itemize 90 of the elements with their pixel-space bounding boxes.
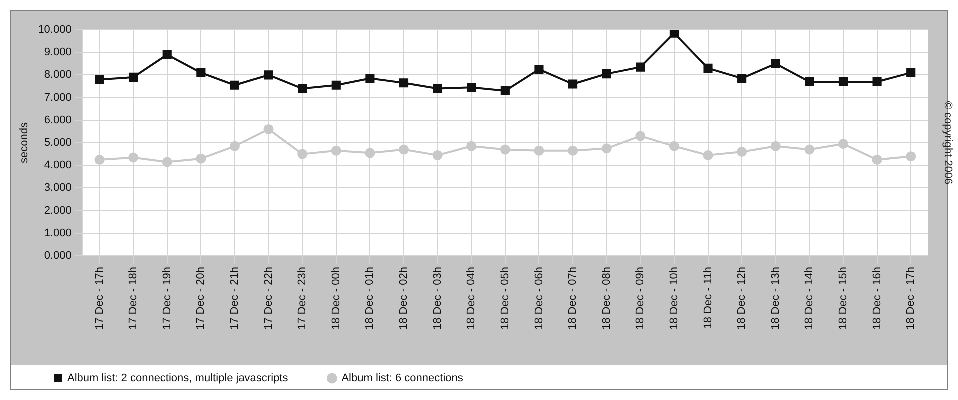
point <box>230 80 240 90</box>
point <box>602 144 612 154</box>
x-tick-label: 17 Dec - 22h <box>262 267 275 330</box>
point <box>771 59 780 68</box>
x-tick-label: 18 Dec - 14h <box>804 267 816 330</box>
point <box>738 74 747 84</box>
x-tick-label: 18 Dec - 09h <box>634 267 647 330</box>
x-tick-label: 18 Dec - 16h <box>871 267 884 330</box>
point <box>399 144 410 155</box>
point <box>636 62 646 72</box>
point <box>805 77 814 87</box>
point <box>838 139 848 150</box>
legend-label: Album list: 6 connections <box>342 372 464 385</box>
x-tick-label: 18 Dec - 01h <box>364 267 376 330</box>
x-tick-label: 17 Dec - 18h <box>128 267 140 330</box>
y-tick-label: 8.000 <box>44 69 72 82</box>
y-tick-label: 1.000 <box>44 227 72 240</box>
x-tick-label: 18 Dec - 07h <box>567 267 580 330</box>
point <box>906 152 916 162</box>
point <box>298 149 308 160</box>
x-tick-label: 18 Dec - 15h <box>838 267 850 330</box>
y-tick-label: 5.000 <box>44 137 72 150</box>
point <box>230 141 240 152</box>
point <box>433 84 442 94</box>
point <box>264 70 274 80</box>
x-tick-label: 17 Dec - 20h <box>195 267 208 330</box>
point <box>298 84 308 94</box>
legend-label: Album list: 2 connections, multiple javascripts <box>68 372 289 385</box>
x-tick-label: 18 Dec - 08h <box>600 267 613 330</box>
y-tick-label: 10.000 <box>38 24 72 36</box>
y-axis-title: seconds <box>18 122 31 164</box>
point <box>770 141 781 152</box>
point <box>872 154 882 165</box>
point <box>500 86 510 96</box>
x-tick-label: 17 Dec - 21h <box>229 267 242 330</box>
point <box>500 144 510 155</box>
point <box>331 146 342 156</box>
x-tick-label: 18 Dec - 06h <box>533 267 546 330</box>
x-tick-label: 18 Dec - 11h <box>702 267 714 330</box>
point <box>467 83 476 92</box>
point <box>534 146 544 156</box>
point <box>365 148 376 158</box>
point <box>568 80 578 89</box>
x-tick-label: 18 Dec - 02h <box>398 267 410 330</box>
point <box>602 70 612 79</box>
y-tick-label: 4.000 <box>44 160 72 172</box>
x-tick-label: 17 Dec - 23h <box>296 267 309 330</box>
x-tick-label: 18 Dec - 04h <box>466 267 478 330</box>
text: © copyright 2006 <box>942 101 954 185</box>
point <box>534 65 544 74</box>
y-tick-label: 3.000 <box>44 182 72 194</box>
y-tick-label: 9.000 <box>44 46 72 59</box>
x-tick-label: 18 Dec - 12h <box>736 267 748 330</box>
point <box>128 152 139 163</box>
x-tick-label: 18 Dec - 17h <box>905 267 918 330</box>
y-tick-label: 7.000 <box>44 92 72 104</box>
point <box>196 154 206 164</box>
y-tick-label: 6.000 <box>44 114 72 126</box>
point <box>804 144 815 155</box>
point <box>95 75 104 84</box>
point <box>906 68 916 78</box>
point <box>332 80 341 90</box>
point <box>466 141 477 152</box>
point <box>838 77 848 87</box>
point <box>94 154 105 165</box>
x-tick-label: 18 Dec - 03h <box>432 267 444 330</box>
x-tick-label: 18 Dec - 05h <box>499 267 512 330</box>
point <box>703 150 714 160</box>
point <box>162 157 172 168</box>
x-tick-label: 18 Dec - 13h <box>770 267 782 330</box>
point <box>432 150 443 160</box>
point <box>872 77 882 87</box>
point <box>399 78 409 88</box>
point <box>162 50 172 60</box>
point <box>129 72 138 82</box>
point <box>264 124 274 134</box>
point <box>568 146 578 156</box>
point <box>636 131 646 142</box>
point <box>737 147 748 158</box>
y-tick-label: 0.000 <box>44 250 72 262</box>
point <box>670 30 679 38</box>
point <box>669 141 680 152</box>
point <box>704 64 713 73</box>
point <box>196 68 206 78</box>
x-tick-label: 18 Dec - 10h <box>668 267 680 330</box>
y-tick-label: 2.000 <box>44 204 72 217</box>
x-tick-label: 17 Dec - 17h <box>94 267 106 330</box>
point <box>366 74 375 84</box>
x-tick-label: 17 Dec - 19h <box>161 267 174 330</box>
x-tick-label: 18 Dec - 00h <box>330 267 342 330</box>
